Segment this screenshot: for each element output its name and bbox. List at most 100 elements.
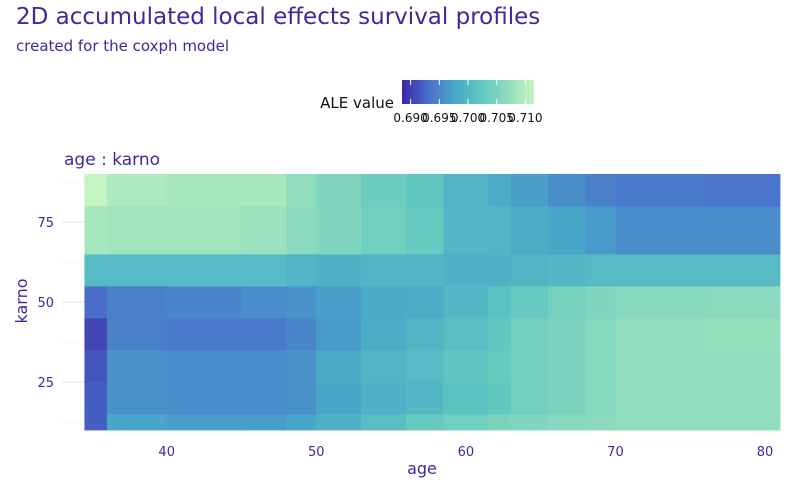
x-axis: 40 50 60 70 80 (158, 445, 773, 460)
heatmap-tile (106, 174, 168, 207)
heatmap-tile (615, 414, 706, 431)
legend-tick-label: 0.700 (451, 111, 485, 125)
heatmap-tile (316, 206, 362, 255)
heatmap-tile (705, 206, 781, 255)
heatmap-tile (548, 174, 586, 207)
legend-tick-label: 0.705 (480, 111, 514, 125)
heatmap-tile (406, 254, 444, 287)
heatmap-tile (443, 286, 489, 319)
y-axis: 25 50 75 (37, 216, 54, 391)
heatmap-tile (443, 318, 489, 351)
heatmap-tile (361, 350, 407, 383)
heatmap-tile (316, 350, 362, 383)
heatmap-tile (705, 318, 781, 351)
heatmap-tile (548, 414, 586, 431)
facet-label: age : karno (64, 150, 161, 170)
heatmap-tile (510, 414, 549, 431)
heatmap-tile (615, 286, 706, 319)
heatmap-tile (585, 382, 616, 415)
heatmap-tile (166, 318, 242, 351)
heatmap-tile (106, 350, 168, 383)
heatmap-tile (361, 414, 407, 431)
heatmap-tile (510, 286, 549, 319)
heatmap-tile (106, 318, 168, 351)
heatmap-tile (106, 414, 168, 431)
x-tick-label: 50 (308, 445, 325, 460)
heatmap-tile (705, 414, 781, 431)
heatmap-tile (488, 382, 512, 415)
heatmap-tile (241, 382, 287, 415)
heatmap-tile (84, 318, 108, 351)
heatmap-tile (166, 414, 242, 431)
heatmap-tile (286, 206, 317, 255)
heatmap-tile (488, 174, 512, 207)
heatmap-tile (585, 286, 616, 319)
heatmap-tile (488, 318, 512, 351)
heatmap-tile (615, 206, 706, 255)
heatmap-tile (286, 286, 317, 319)
heatmap-tile (406, 414, 444, 431)
heatmap-tile (286, 174, 317, 207)
heatmap-tile (84, 350, 108, 383)
heatmap-tile (406, 382, 444, 415)
heatmap-tile (286, 382, 317, 415)
heatmap-tile (84, 286, 108, 319)
heatmap-tile (361, 382, 407, 415)
heatmap-tile (106, 206, 168, 255)
y-tick-label: 25 (37, 376, 54, 391)
heatmap-tile (585, 318, 616, 351)
heatmap-tile (406, 318, 444, 351)
heatmap-tile (615, 174, 706, 207)
heatmap-tile (286, 254, 317, 287)
heatmap-tile (84, 414, 108, 431)
heatmap-tile (548, 286, 586, 319)
heatmap-tile (705, 254, 781, 287)
heatmap-tile (615, 318, 706, 351)
y-axis-title: karno (12, 278, 31, 323)
heatmap-tile (510, 318, 549, 351)
y-tick-label: 75 (37, 216, 54, 231)
heatmap-tile (106, 382, 168, 415)
heatmap-tile (286, 414, 317, 431)
chart-title: 2D accumulated local effects survival pr… (16, 4, 541, 30)
heatmap-tile (166, 174, 242, 207)
heatmap-tile (488, 206, 512, 255)
heatmap-tile (615, 350, 706, 383)
heatmap-tile (361, 254, 407, 287)
heatmap-tile (286, 350, 317, 383)
x-tick-label: 40 (158, 445, 175, 460)
heatmap-tile (443, 382, 489, 415)
heatmap-tile (585, 414, 616, 431)
heatmap-tile (106, 286, 168, 319)
heatmap-tile (585, 254, 616, 287)
heatmap-tile (84, 174, 108, 207)
heatmap-tile (84, 382, 108, 415)
heatmap-tile (406, 286, 444, 319)
heatmap-tile (241, 254, 287, 287)
heatmap-tile (488, 254, 512, 287)
heatmap-tile (406, 350, 444, 383)
heatmap-tile (705, 174, 781, 207)
heatmap-tile (443, 414, 489, 431)
heatmap-tile (443, 254, 489, 287)
y-tick-label: 50 (37, 296, 54, 311)
heatmap-tile (84, 254, 108, 287)
heatmap-tile (443, 350, 489, 383)
heatmap-tile (510, 350, 549, 383)
heatmap-tile (166, 382, 242, 415)
heatmap-tile (361, 174, 407, 207)
heatmap-tiles (84, 174, 781, 431)
heatmap-tile (443, 206, 489, 255)
legend-title: ALE value (320, 94, 394, 112)
heatmap-tile (510, 382, 549, 415)
heatmap-tile (548, 254, 586, 287)
heatmap-tile (166, 286, 242, 319)
heatmap-tile (615, 254, 706, 287)
heatmap-tile (488, 286, 512, 319)
heatmap-tile (548, 382, 586, 415)
x-tick-label: 60 (458, 445, 475, 460)
heatmap-tile (316, 286, 362, 319)
heatmap-tile (615, 382, 706, 415)
heatmap-tile (286, 318, 317, 351)
